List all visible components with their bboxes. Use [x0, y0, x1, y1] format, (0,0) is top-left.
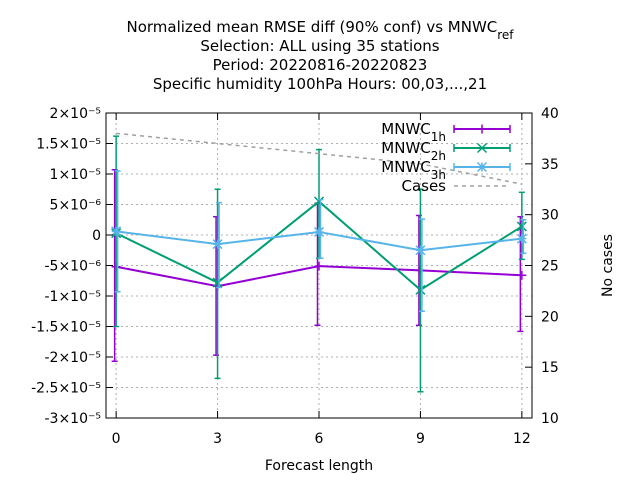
legend-label: MNWC1h [381, 120, 446, 144]
x-tick-label: 0 [112, 431, 121, 447]
data-point [313, 226, 325, 237]
legend-label: Cases [401, 177, 446, 195]
data-point [111, 226, 122, 237]
y2-tick-label: 10 [541, 411, 559, 427]
y2-tick-label: 30 [541, 208, 559, 224]
x-tick-labels: 0 3 6 9 12 [112, 431, 531, 447]
series-1 [111, 168, 527, 363]
y2-tick-labels: 40 35 30 25 20 15 10 [541, 106, 559, 427]
data-point [516, 233, 527, 244]
axis-ticks [106, 112, 532, 419]
chart-title: Normalized mean RMSE diff (90% conf) vs … [126, 18, 514, 93]
y2-tick-label: 35 [541, 157, 559, 173]
y-tick-label: -1.5×10⁻⁵ [31, 320, 101, 336]
x-tick-label: 3 [213, 431, 222, 447]
data-point [415, 245, 426, 256]
series-3 [111, 170, 527, 312]
y-tick-label: 1×10⁻⁵ [50, 167, 101, 183]
legend-label: MNWC3h [381, 158, 446, 182]
y-tick-labels: 2×10⁻⁵ 1.5×10⁻⁵ 1×10⁻⁵ 5×10⁻⁶ 0 -5×10⁻⁶ -1×10⁻… [31, 106, 101, 427]
x-tick-label: 12 [513, 431, 531, 447]
series-line [116, 132, 523, 185]
series-2 [111, 135, 527, 393]
data-point [313, 196, 325, 207]
legend-marker [476, 142, 488, 154]
data-point [415, 284, 426, 295]
y2-tick-label: 40 [541, 106, 559, 122]
y-tick-label: 0 [92, 228, 101, 244]
y2-tick-label: 20 [541, 309, 559, 325]
y-tick-label: -1×10⁻⁵ [44, 289, 101, 305]
y2-tick-label: 15 [541, 360, 559, 376]
y-tick-label: 1.5×10⁻⁵ [36, 137, 101, 153]
y-tick-label: -5×10⁻⁶ [44, 259, 101, 275]
data-point [212, 277, 223, 288]
y-tick-label: -2.5×10⁻⁵ [31, 381, 101, 397]
x-tick-label: 6 [315, 431, 324, 447]
series-layer [111, 132, 527, 393]
y-tick-label: -3×10⁻⁵ [44, 411, 101, 427]
data-point [314, 261, 324, 271]
data-point [212, 239, 223, 250]
y-tick-label: 2×10⁻⁵ [50, 106, 101, 122]
legend-marker [476, 161, 488, 173]
y-tick-label: -2×10⁻⁵ [44, 350, 101, 366]
title-line-3: Period: 20220816-20220823 [213, 56, 428, 74]
legend-marker [477, 124, 487, 134]
y2-axis-label: No cases [600, 234, 616, 297]
y2-tick-label: 25 [541, 259, 559, 275]
data-point [516, 221, 527, 232]
x-tick-label: 9 [416, 431, 425, 447]
title-line-2: Selection: ALL using 35 stations [200, 37, 439, 55]
series-4 [116, 132, 523, 185]
title-line-1: Normalized mean RMSE diff (90% conf) vs … [126, 18, 514, 42]
x-axis-label: Forecast length [265, 458, 373, 474]
y-tick-label: 5×10⁻⁶ [50, 198, 102, 214]
title-line-4: Specific humidity 100hPa Hours: 00,03,..… [153, 75, 487, 93]
data-point [517, 270, 527, 280]
legend-label: MNWC2h [381, 139, 446, 163]
